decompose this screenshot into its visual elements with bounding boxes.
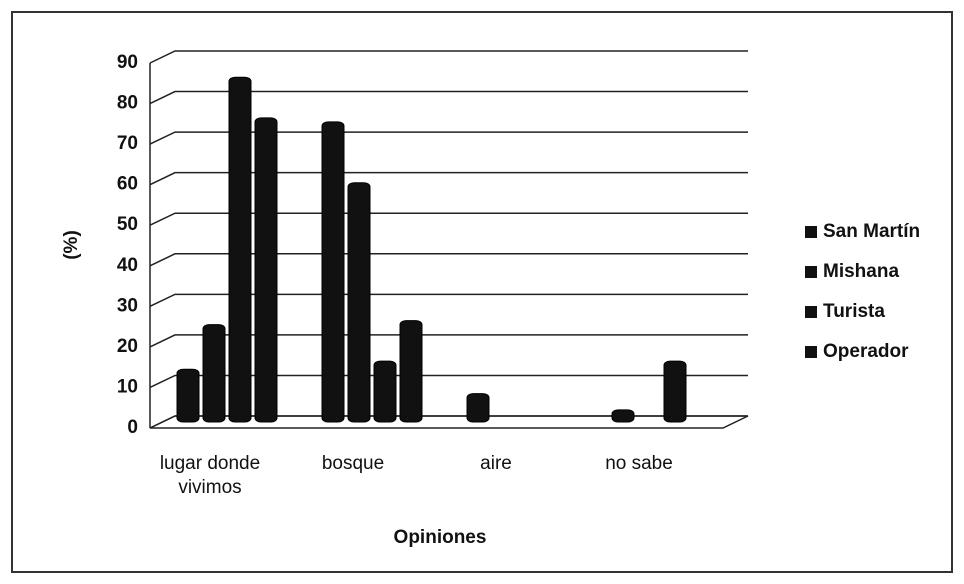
- grid-line: [149, 374, 748, 389]
- y-tick-label: 10: [117, 376, 138, 397]
- grid-line: [149, 171, 748, 186]
- grid-line: [149, 293, 748, 308]
- legend-label: San Martín: [823, 221, 920, 242]
- y-axis-title: (%): [61, 230, 82, 260]
- grid-line: [149, 90, 748, 105]
- y-tick-label: 30: [117, 295, 138, 316]
- legend-label: Turista: [823, 301, 885, 322]
- bar: [228, 76, 252, 423]
- bar: [202, 324, 226, 423]
- x-tick-label: no sabe: [605, 453, 673, 474]
- x-tick-label: bosque: [321, 453, 385, 474]
- grid-line: [149, 253, 748, 267]
- bar: [254, 117, 278, 423]
- y-tick-label: 20: [117, 336, 138, 357]
- legend-label: Mishana: [823, 261, 899, 282]
- bar: [347, 182, 371, 423]
- y-tick-label: 40: [117, 255, 138, 276]
- grid-line: [149, 334, 748, 348]
- legend-swatch: [805, 346, 817, 358]
- grid-line: [149, 212, 748, 226]
- grid-line: [149, 131, 748, 145]
- bar: [176, 368, 200, 423]
- grid-line: [149, 415, 748, 429]
- bar: [663, 360, 687, 423]
- bar: [373, 360, 397, 423]
- bar: [611, 409, 635, 423]
- legend-swatch: [805, 226, 817, 238]
- y-tick-label: 70: [117, 133, 138, 154]
- legend-swatch: [805, 306, 817, 318]
- grid-line: [149, 50, 748, 64]
- y-tick-label: 0: [127, 417, 138, 438]
- x-tick-label: aire: [480, 453, 512, 474]
- bar: [466, 393, 490, 423]
- y-tick-label: 50: [117, 214, 138, 235]
- x-tick-label: lugar donde vivimos: [159, 453, 261, 498]
- legend-swatch: [805, 266, 817, 278]
- y-tick-label: 60: [117, 174, 138, 195]
- bar: [321, 121, 345, 423]
- bar: [399, 320, 423, 423]
- chart-frame: [11, 11, 953, 573]
- y-tick-label: 80: [117, 93, 138, 114]
- y-tick-label: 90: [117, 52, 138, 73]
- legend-label: Operador: [823, 341, 909, 362]
- x-axis-title: Opiniones: [394, 527, 487, 548]
